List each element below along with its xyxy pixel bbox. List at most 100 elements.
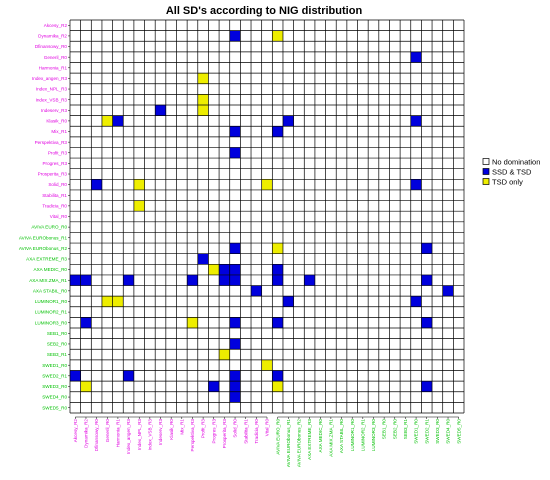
heatmap-cell	[101, 296, 113, 307]
row-label: Harmonia_R1	[39, 65, 68, 70]
heatmap-cell	[421, 274, 433, 286]
heatmap-cell	[187, 317, 198, 329]
heatmap-cell	[197, 104, 209, 116]
row-label: SWED5_R0	[42, 405, 67, 410]
heatmap-cell	[187, 274, 198, 286]
column-label: SWED5_R0	[456, 419, 461, 444]
heatmap-cell	[272, 274, 283, 286]
heatmap-cell	[272, 243, 283, 254]
row-label: Akcesy_R2	[44, 23, 68, 28]
column-label: AXA EXTREME_R3	[307, 419, 312, 460]
heatmap-cell	[272, 30, 283, 42]
heatmap-cell	[282, 296, 294, 307]
row-label: Solid_R0	[48, 182, 67, 187]
heatmap-cell	[197, 253, 209, 265]
heatmap-cell	[112, 115, 124, 127]
column-label: Indeserv_R3	[158, 419, 163, 445]
heatmap-cell	[229, 381, 241, 392]
column-label: Dynamika_R2	[84, 419, 89, 448]
row-labels: Akcesy_R2 Dynamika_R2 Dfinansowy_R0 Generil…	[19, 23, 70, 410]
row-label: Index_VSB_R3	[36, 97, 68, 102]
heatmap-cell	[410, 115, 422, 127]
column-label: AXA MIX.ZMA_R1	[328, 419, 333, 457]
row-label: SEB3_R1	[47, 352, 68, 357]
heatmap-cell	[91, 179, 102, 190]
column-label: Progres_R3	[211, 419, 216, 444]
legend-swatch	[482, 158, 490, 165]
row-label: SWED2_R1	[42, 373, 67, 378]
row-label: Dfinansowy_R0	[35, 44, 68, 49]
row-label: LUMINOR2_R1	[35, 310, 68, 315]
heatmap-cell	[101, 115, 113, 127]
legend-label: TSD only	[492, 177, 523, 186]
heatmap-cell	[282, 115, 294, 127]
row-label: SWED1_R0	[42, 363, 67, 368]
row-label: Index_NPL_R3	[36, 87, 68, 92]
column-label: AXA STABIL_R0	[339, 419, 344, 454]
column-label: AXA MEDIC_R0	[318, 419, 323, 453]
row-label: Mix_R1	[51, 129, 67, 134]
heatmap-cell	[112, 296, 124, 307]
row-label: SEB2_R0	[47, 342, 68, 347]
column-label: LUMINOR1_R0	[350, 419, 355, 452]
row-label: AVIVA EURO_R0	[31, 225, 67, 230]
column-label: AVIVA EURObonus_R1	[286, 419, 291, 468]
column-label: Prosperita_R3	[222, 419, 227, 449]
column-label: LUMINOR3_R0	[371, 419, 376, 452]
column-label: Generil_R0	[105, 419, 110, 443]
heatmap-cell	[208, 381, 220, 392]
heatmap-cell	[123, 274, 134, 286]
heatmap-cell	[229, 274, 241, 286]
heatmap-cell	[272, 381, 283, 392]
row-label: AXA EXTREME_R3	[26, 257, 67, 262]
heatmap-cell	[80, 274, 92, 286]
heatmap-cell	[410, 179, 422, 190]
heatmap-cell	[229, 30, 241, 42]
heatmap-cell	[421, 243, 433, 254]
row-label: Klasik_R0	[46, 119, 67, 124]
heatmap-cell	[80, 317, 92, 329]
heatmap-cell	[261, 359, 273, 371]
heatmap-cell	[80, 381, 92, 392]
row-label: LUMINOR1_R0	[35, 299, 68, 304]
column-label: SEB2_R0	[392, 419, 397, 440]
column-label: Akcesy_R2	[73, 419, 78, 443]
column-label: Profit_R3	[201, 419, 206, 439]
heatmap-cell	[70, 274, 81, 286]
row-label: AVIVA EURObonus_R2	[19, 246, 68, 251]
chart-title: All SD's according to NIG distribution	[166, 5, 363, 17]
column-label: Vital_R0	[265, 419, 270, 437]
heatmap-cell	[229, 243, 241, 254]
column-label: Index_NPL_R3	[137, 419, 142, 451]
heatmap-cell	[261, 179, 273, 190]
column-label: Harmonia_R1	[116, 419, 121, 448]
heatmap-cell	[410, 296, 422, 307]
heatmap-cell	[272, 370, 283, 382]
heatmap-cell	[410, 51, 422, 63]
row-label: Vital_R0	[50, 214, 68, 219]
column-label: Perspektiva_R3	[190, 419, 195, 452]
row-label: AXA MEDIC_R0	[34, 267, 68, 272]
column-labels: Akcesy_R2 Dynamika_R2 Dfinansowy_R0 Generil…	[73, 416, 461, 468]
column-label: Solid_R0	[233, 419, 238, 438]
heatmap-cell	[304, 274, 315, 286]
column-label: Stabilita_R1	[243, 419, 248, 444]
column-label: AVIVA EURO_R0	[275, 419, 280, 455]
column-label: LUMINOR2_R1	[360, 419, 365, 452]
heatmap-cell	[229, 264, 241, 275]
heatmap-cell	[133, 200, 145, 212]
row-label: Indeserv_R3	[41, 108, 67, 113]
heatmap-cell	[155, 104, 166, 116]
row-label: Profit_R3	[48, 150, 68, 155]
column-label: SWED4_R0	[446, 419, 451, 444]
column-label: SWED2_R1	[424, 419, 429, 444]
row-label: SWED3_R0	[42, 384, 67, 389]
column-label: AVIVA EURObonus_R2	[297, 419, 302, 468]
heatmap-cell	[229, 147, 241, 159]
column-label: SEB1_R0	[382, 419, 387, 440]
legend-label: SSD & TSD	[492, 167, 532, 176]
row-label: Stabilita_R1	[42, 193, 67, 198]
heatmap-cell	[229, 370, 241, 382]
heatmap-cell	[229, 391, 241, 403]
